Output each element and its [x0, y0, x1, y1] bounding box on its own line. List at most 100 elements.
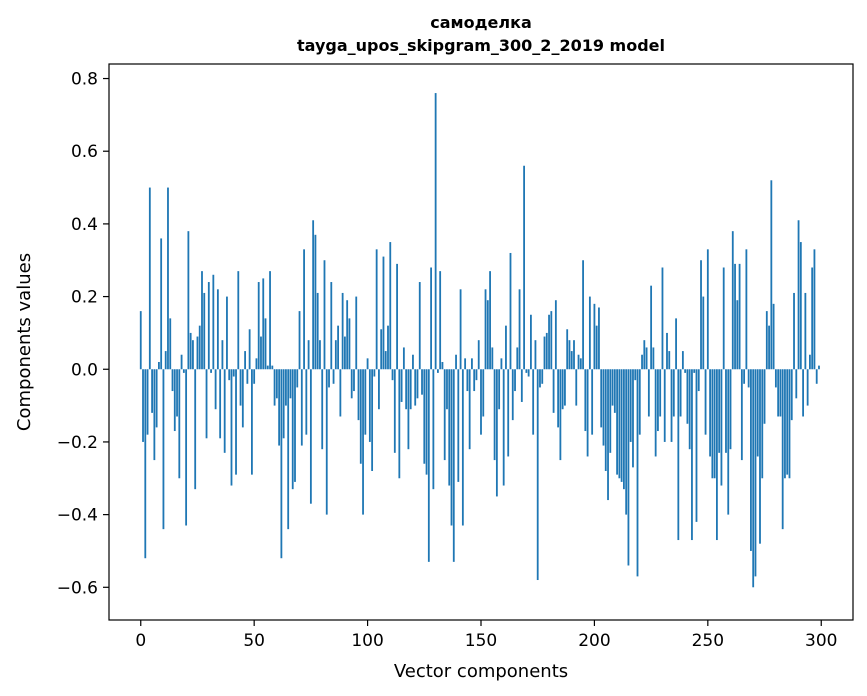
bar [566, 329, 569, 370]
bar [203, 292, 206, 370]
bar [328, 369, 330, 388]
bar [192, 340, 194, 370]
bar [144, 369, 147, 559]
bar [269, 271, 271, 370]
bar [500, 358, 503, 370]
bar [788, 369, 791, 479]
bar [629, 369, 632, 442]
bar [289, 369, 292, 399]
bar [548, 314, 550, 370]
bar [684, 369, 687, 373]
bar [455, 354, 457, 370]
bar [169, 318, 172, 370]
bar [464, 358, 467, 370]
bar [793, 292, 795, 370]
bar [373, 369, 376, 377]
bar [262, 278, 265, 370]
bar [173, 369, 176, 432]
bar [196, 336, 199, 370]
bar [761, 369, 764, 479]
chart-title: самоделка [430, 13, 532, 32]
bar [532, 369, 535, 435]
bar [210, 369, 212, 373]
y-axis-ticks: −0.6 −0.4 −0.2 0.0 0.2 0.4 0.6 0.8 [57, 70, 109, 598]
bar [346, 300, 349, 370]
bar [722, 267, 725, 370]
bar [251, 369, 253, 475]
bar [545, 332, 548, 370]
bar [375, 249, 378, 370]
bar [745, 249, 748, 370]
bar [534, 340, 537, 370]
bar [198, 325, 201, 370]
bar [471, 358, 473, 370]
bar [595, 325, 598, 370]
bar [668, 351, 671, 370]
bar [430, 267, 432, 370]
bar [536, 369, 539, 581]
bar [777, 369, 780, 417]
bar [647, 369, 650, 417]
bar [142, 369, 144, 442]
bar [468, 369, 471, 450]
bar [713, 369, 716, 479]
bar [620, 369, 623, 482]
bar [450, 369, 453, 526]
bar [153, 369, 156, 461]
bar [312, 220, 315, 370]
bar [434, 93, 437, 370]
bar [502, 369, 505, 486]
bar [314, 234, 317, 370]
bar [815, 369, 818, 384]
bar [160, 238, 163, 370]
bar [498, 369, 501, 410]
bar [695, 369, 698, 522]
bar [387, 325, 389, 370]
bar [618, 369, 621, 479]
bar [344, 336, 346, 370]
y-tick-label: −0.2 [57, 433, 98, 453]
x-tick-label: 0 [135, 631, 146, 651]
bar [443, 369, 446, 461]
bar [611, 369, 614, 406]
bar [625, 369, 628, 515]
bar [334, 340, 337, 370]
bar [368, 369, 371, 442]
bar [402, 347, 405, 370]
bar [495, 369, 498, 497]
bar [457, 369, 460, 482]
bar [391, 369, 394, 381]
bar [305, 369, 308, 435]
bar [382, 256, 385, 370]
bar [235, 369, 237, 475]
bar [765, 311, 768, 370]
bar [298, 311, 301, 370]
y-tick-label: −0.6 [57, 578, 98, 598]
bar [441, 361, 444, 370]
bar [559, 369, 562, 461]
bar [309, 369, 312, 504]
x-tick-label: 50 [243, 631, 265, 651]
bar [636, 369, 639, 577]
bar [706, 249, 709, 370]
bar [189, 332, 192, 370]
bar [246, 369, 249, 384]
bar [756, 369, 759, 457]
bar [357, 369, 360, 421]
bar [795, 369, 798, 399]
bar [772, 303, 775, 370]
bar [675, 318, 677, 370]
bar [278, 369, 281, 446]
bar [167, 187, 169, 370]
bar [323, 260, 326, 370]
bar [623, 369, 625, 490]
bar [700, 260, 702, 370]
bar [688, 369, 691, 450]
x-tick-label: 300 [805, 631, 837, 651]
bar [325, 369, 328, 515]
bar [273, 369, 276, 406]
bar [176, 369, 178, 417]
bar [641, 354, 643, 370]
bar [171, 369, 174, 392]
bar [643, 340, 646, 370]
